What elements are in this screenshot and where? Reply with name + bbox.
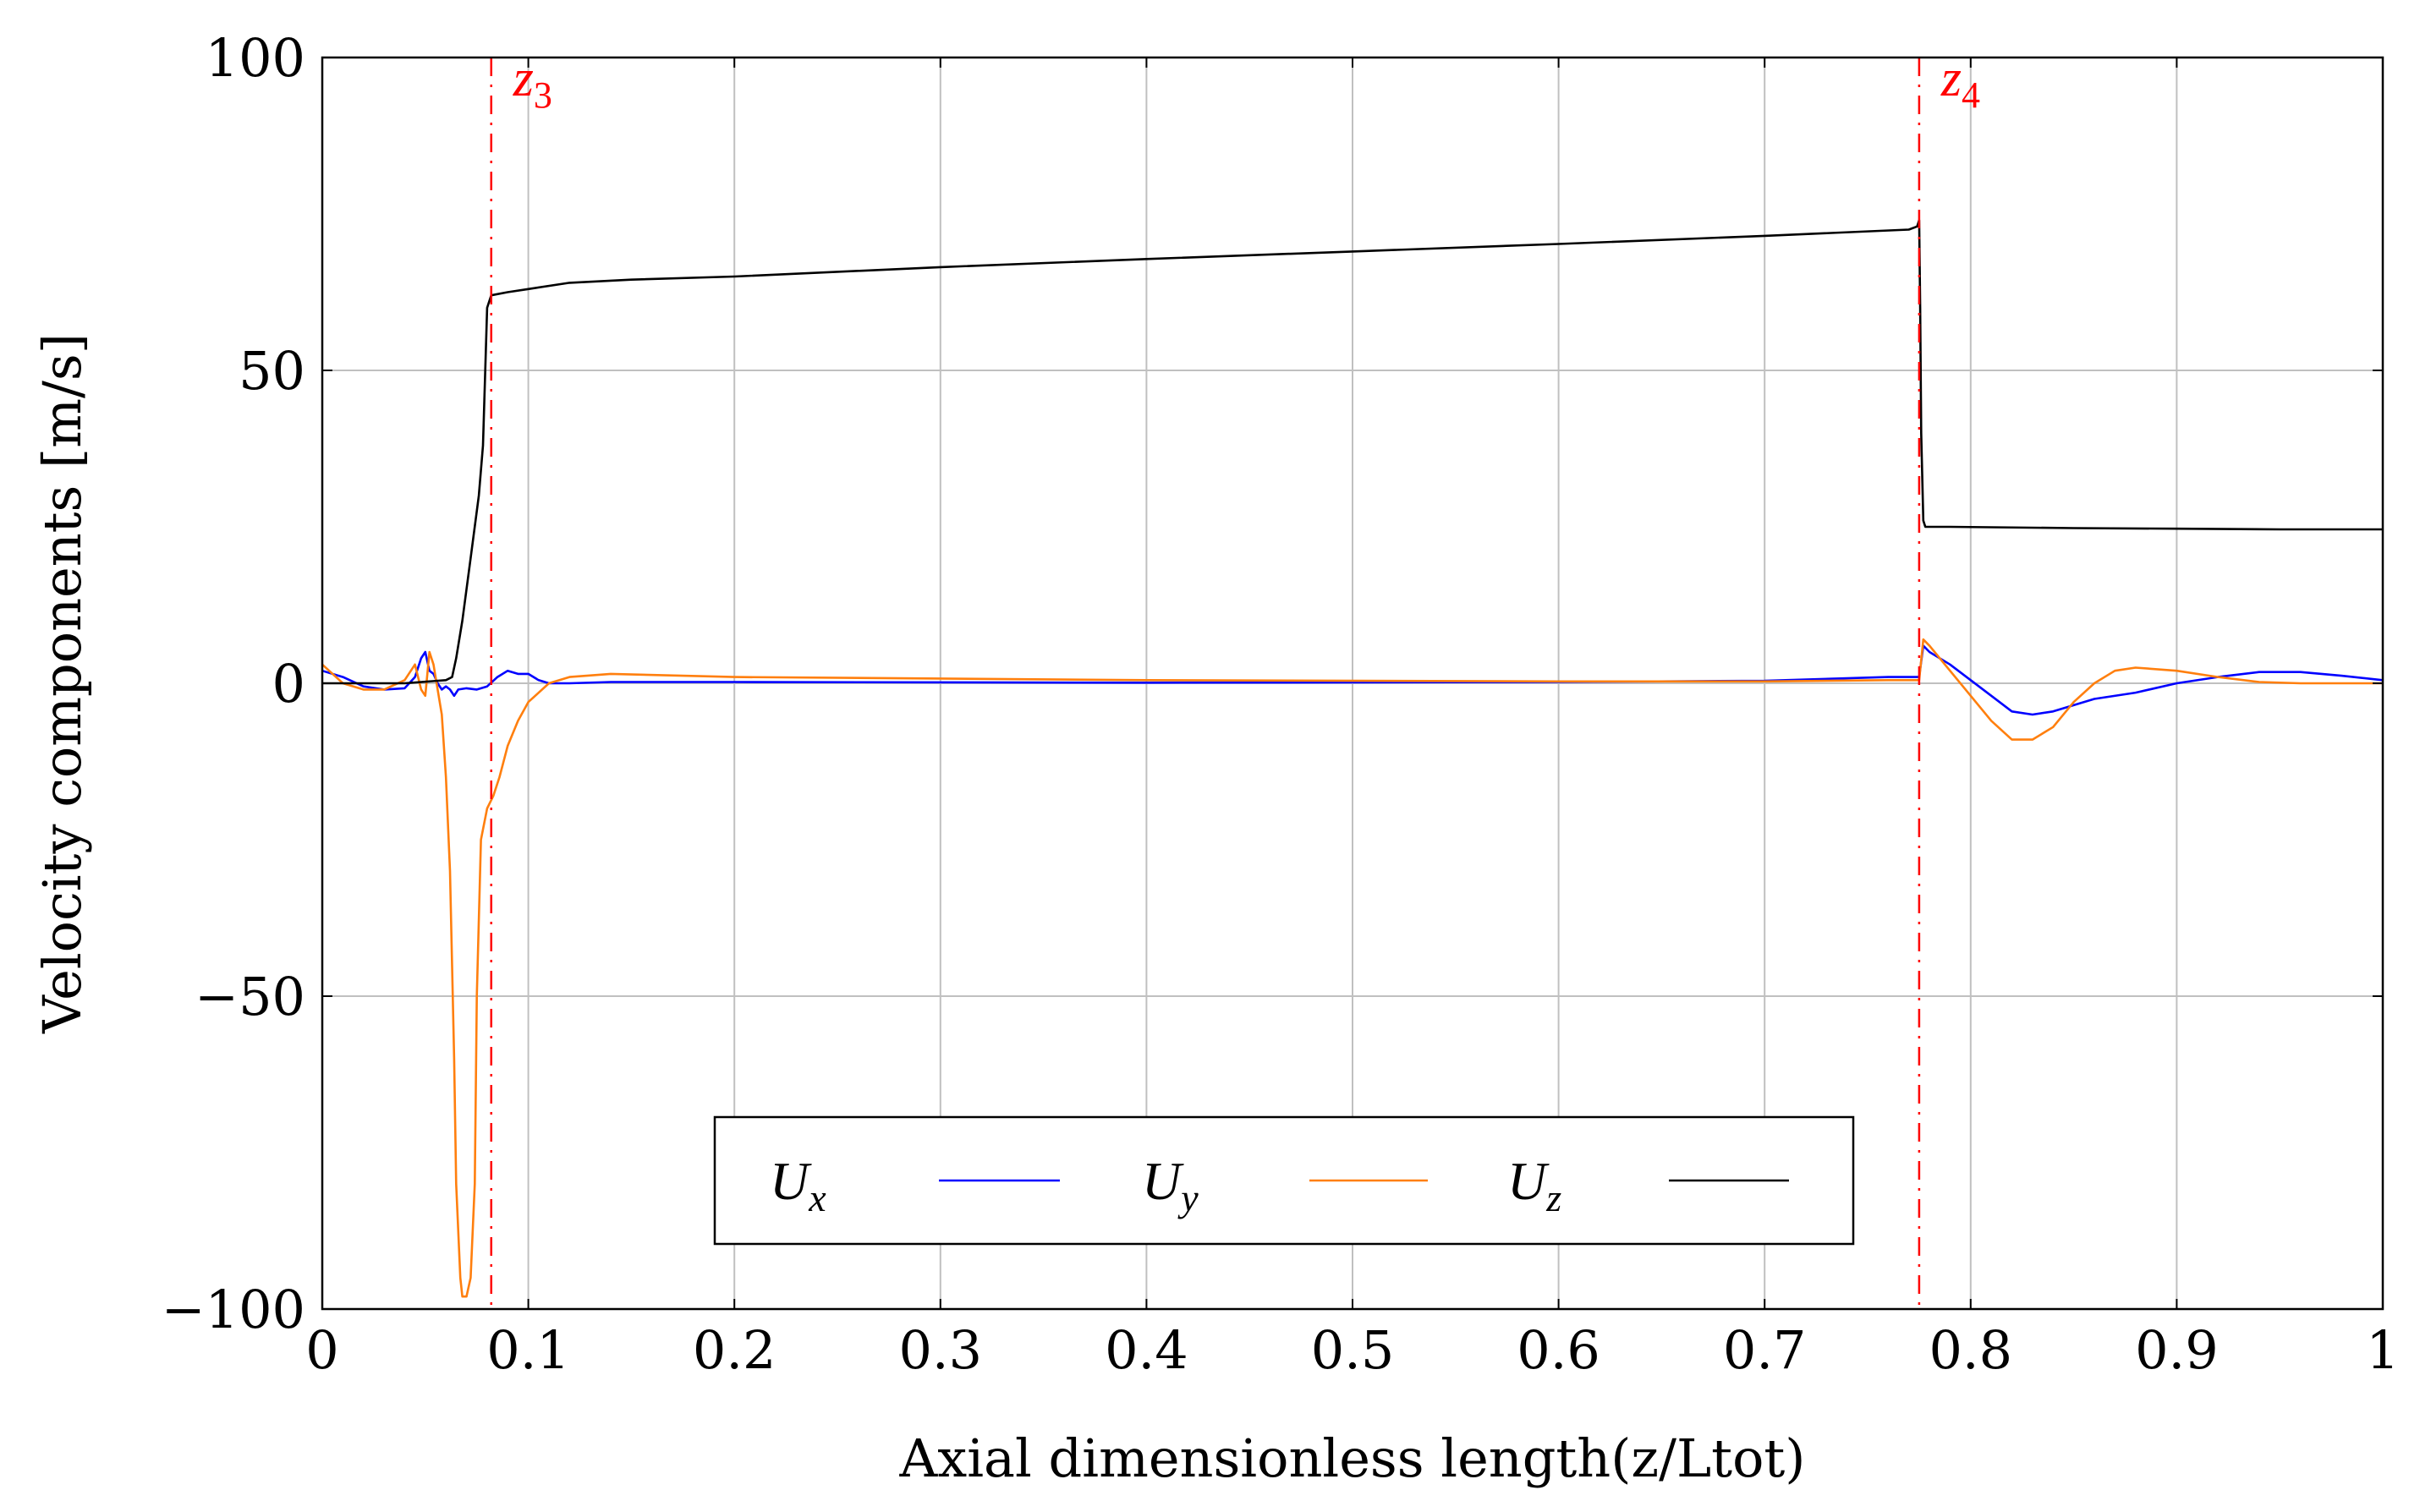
y-tick-label: −100 [162,1279,305,1340]
x-tick-label: 0.8 [1929,1319,2012,1381]
marker-label-z4: z4 [1940,50,1980,116]
y-tick-label: 0 [272,653,305,715]
x-tick-label: 0.4 [1105,1319,1188,1381]
x-tick-label: 0.1 [486,1319,570,1381]
series-layer [322,219,2383,1298]
marker-layer: z3 z4 [490,50,1980,1309]
series-line-Uz [322,219,2383,685]
y-axis-label: Velocity components [m/s] [31,333,93,1034]
x-tick-label: 0 [305,1319,338,1381]
legend-label-Ux: Ux [770,1151,826,1219]
legend-label-Uy: Uy [1142,1151,1199,1219]
y-tick-label: 50 [239,340,305,402]
y-tick-label: 100 [206,27,305,89]
x-tick-label: 0.5 [1311,1319,1395,1381]
tick-layer: 0 0.1 0.2 0.3 0.4 0.5 0.6 0.7 0.8 0.9 1 −100 −50 0 50 1… [162,27,2400,1381]
x-tick-label: 0.7 [1723,1319,1807,1381]
x-tick-label: 0.9 [2135,1319,2219,1381]
x-tick-label: 0.6 [1517,1319,1600,1381]
marker-label-z3: z3 [513,50,552,116]
y-tick-label: −50 [195,966,305,1027]
legend-box [713,1115,1855,1246]
series-line-Uy [322,638,2383,1298]
legend-label-Uz: Uz [1507,1151,1561,1219]
legend: Ux Uy Uz [713,1115,1855,1246]
x-tick-label: 1 [2366,1319,2399,1381]
x-tick-label: 0.3 [898,1319,982,1381]
x-tick-label: 0.2 [693,1319,776,1381]
x-axis-label: Axial dimensionless length(z/Ltot) [898,1427,1805,1489]
